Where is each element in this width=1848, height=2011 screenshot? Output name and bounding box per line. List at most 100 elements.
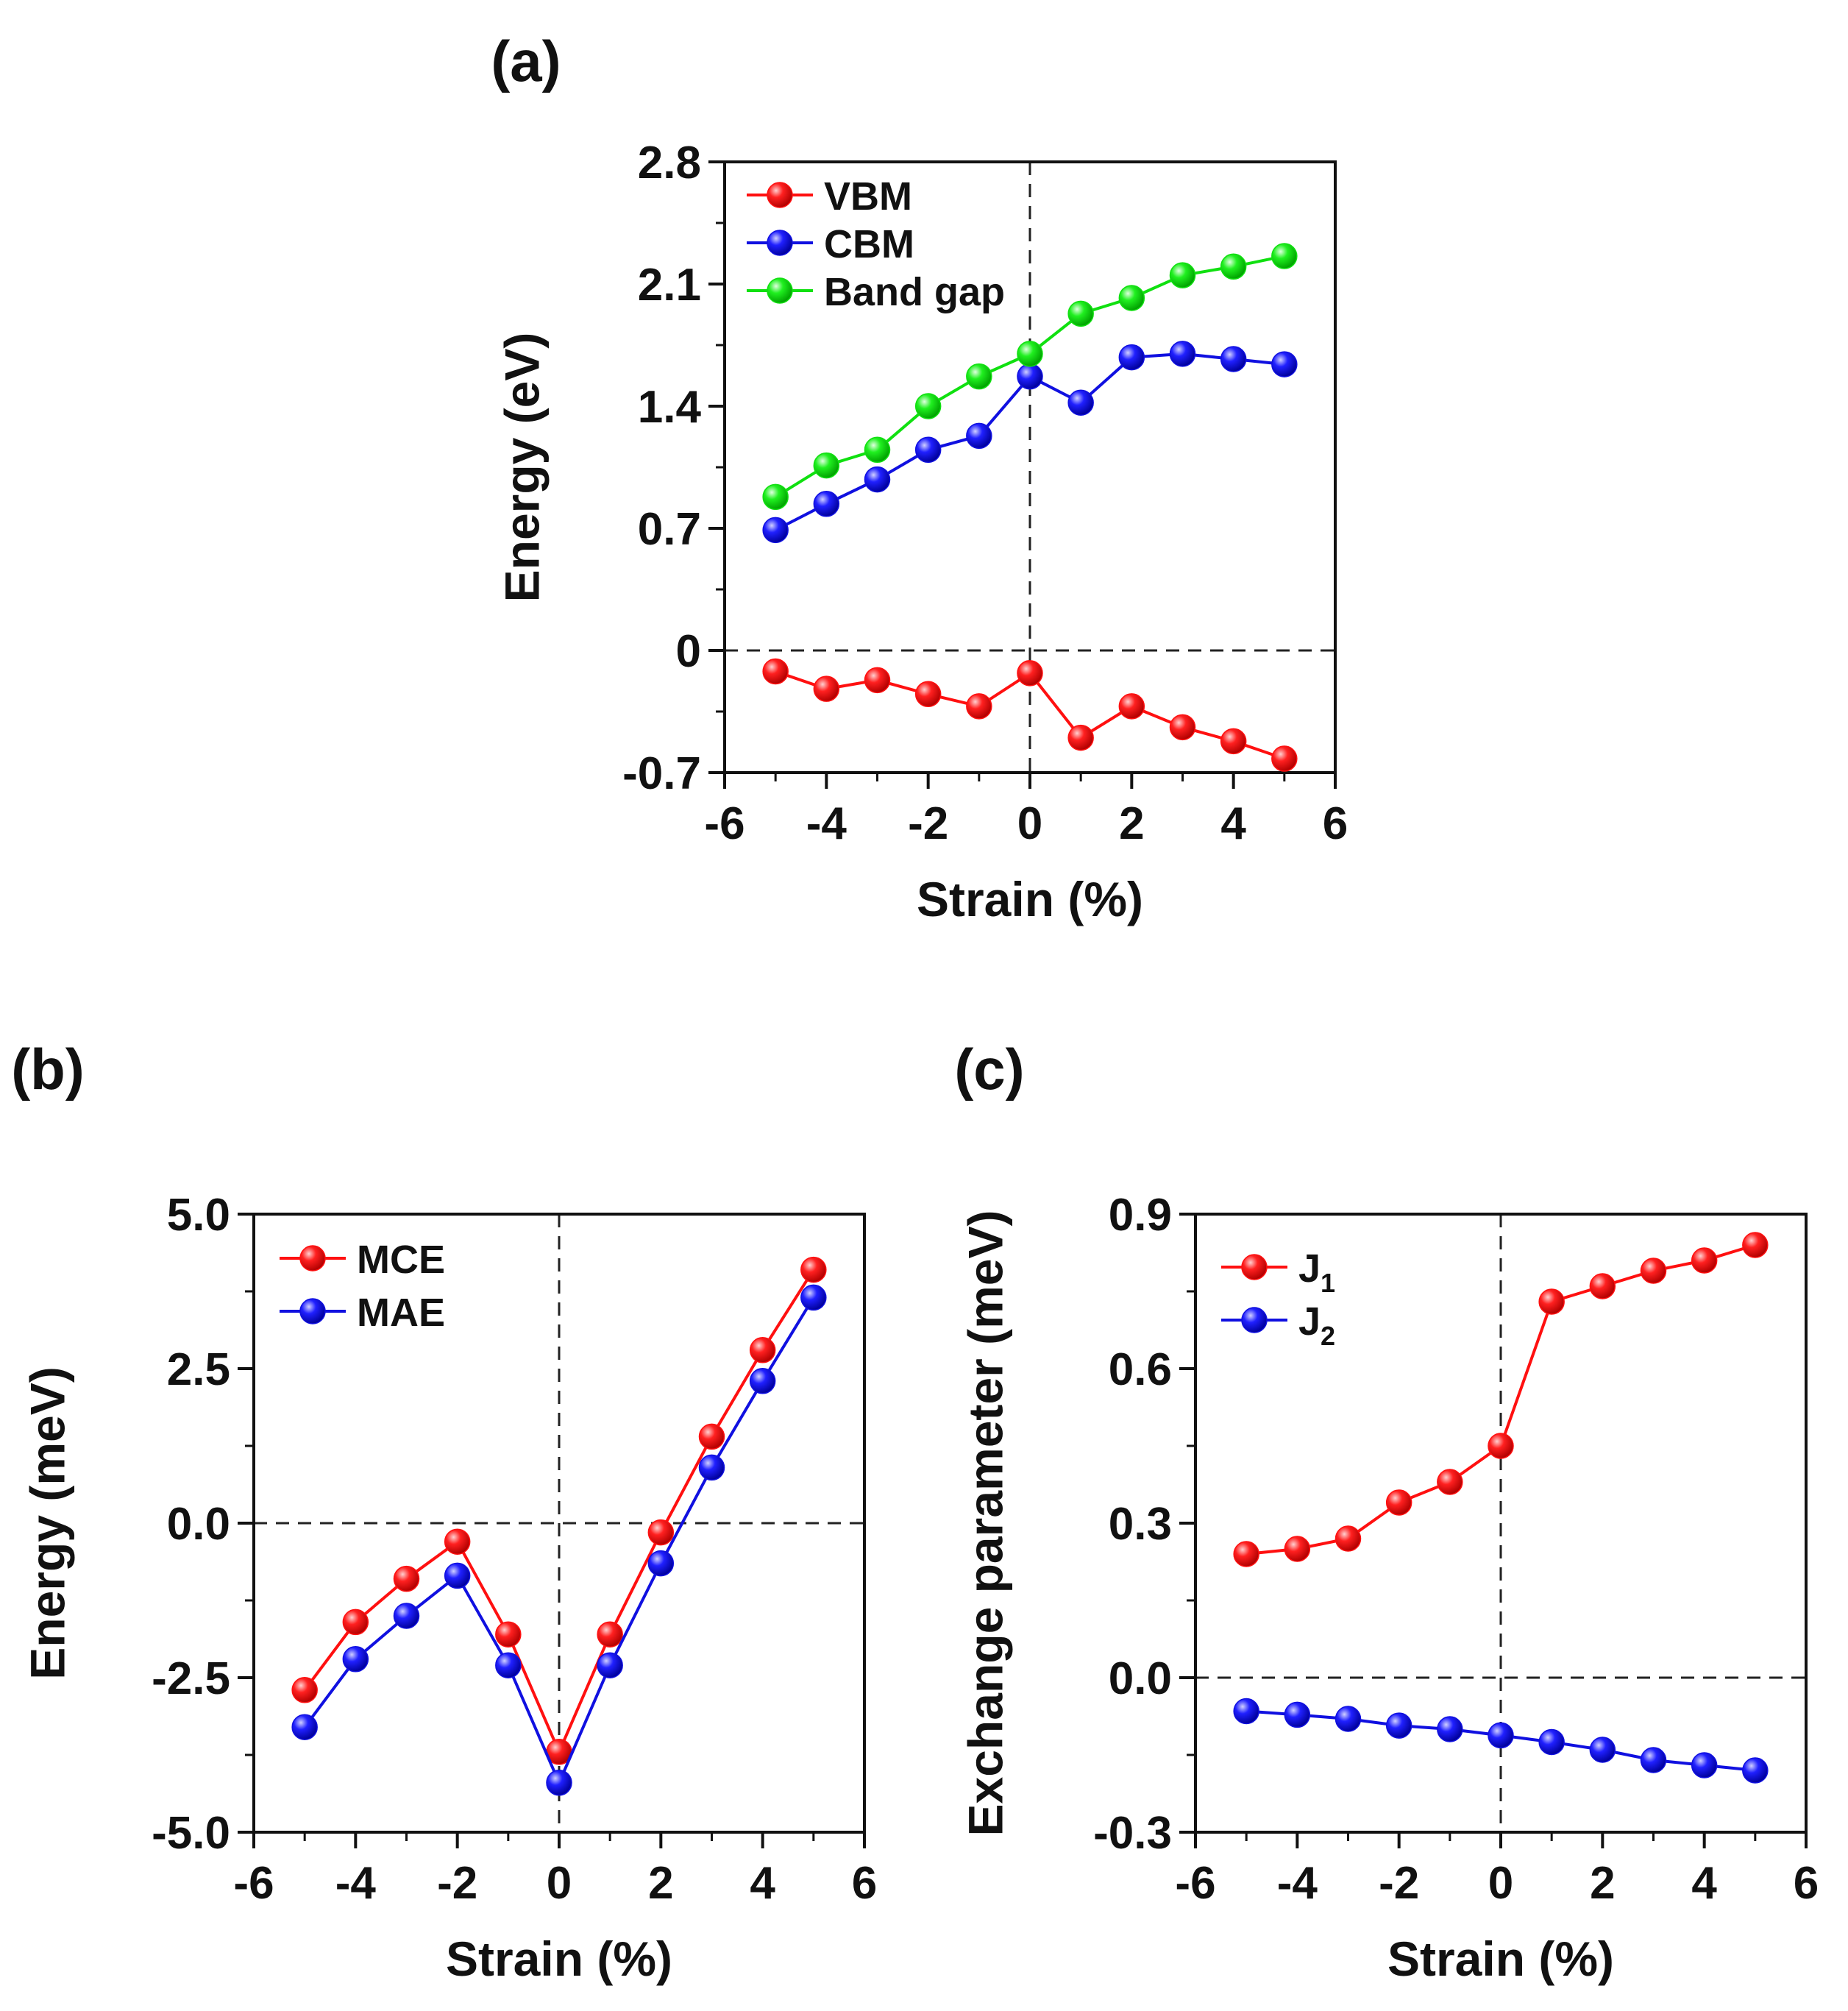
data-point	[1233, 1541, 1259, 1567]
legend-entry: J1	[1221, 1246, 1335, 1298]
data-point	[444, 1528, 471, 1555]
data-point	[647, 1519, 675, 1546]
x-tick-label: -6	[233, 1858, 274, 1909]
legend-label-text: CBM	[824, 222, 914, 266]
data-point	[813, 675, 840, 702]
data-point	[1067, 300, 1094, 327]
legend-label: VBM	[824, 174, 912, 219]
data-point	[966, 422, 992, 450]
x-tick-label: 0	[1017, 798, 1042, 849]
x-tick-label: 4	[1220, 798, 1246, 849]
data-point	[698, 1423, 725, 1450]
data-point	[1335, 1706, 1362, 1732]
data-point	[1691, 1247, 1718, 1274]
data-point	[800, 1256, 827, 1283]
legend-label-text: MCE	[357, 1238, 445, 1282]
x-tick-label: -2	[908, 798, 948, 849]
x-tick-label: 0	[547, 1858, 572, 1909]
data-point	[1067, 724, 1094, 751]
legend-marker	[767, 277, 793, 304]
y-axis-title: Exchange parameter (meV)	[958, 1210, 1012, 1836]
legend-entry: J2	[1221, 1299, 1335, 1351]
data-point	[1017, 660, 1043, 687]
chart-a: (a) -6 -4 -2 0 2 4 6 -0.7 0 0.7 1.4 2.1 2.8 Strain (%)…	[491, 29, 1348, 926]
legend-marker	[299, 1245, 326, 1271]
x-tick-label: 6	[852, 1858, 877, 1909]
data-point	[1284, 1536, 1311, 1562]
legend-entry: Band gap	[747, 270, 1005, 314]
legend-entry: CBM	[747, 222, 914, 266]
data-point	[1538, 1728, 1565, 1756]
data-point	[813, 452, 840, 479]
y-tick-label: 0.0	[1109, 1653, 1172, 1704]
data-point	[1118, 693, 1145, 720]
data-point	[291, 1677, 318, 1703]
series-vbm	[762, 658, 1298, 772]
y-tick-label: 2.8	[638, 138, 701, 188]
data-point	[864, 466, 891, 493]
x-tick-label: 2	[648, 1858, 673, 1909]
x-tick-label: 4	[1691, 1858, 1717, 1909]
x-tick-label: 6	[1794, 1858, 1819, 1909]
data-point	[1271, 351, 1298, 377]
legend-entry: MCE	[280, 1238, 445, 1282]
legend-entry: VBM	[747, 174, 912, 219]
legend-label-subscript: 1	[1321, 1268, 1335, 1298]
data-point	[1335, 1525, 1362, 1552]
legend-marker	[1241, 1307, 1268, 1333]
data-point	[1169, 262, 1196, 288]
data-point	[1271, 745, 1298, 772]
data-point	[1220, 253, 1247, 280]
data-point	[1220, 346, 1247, 372]
data-point	[342, 1646, 369, 1673]
data-point	[762, 483, 789, 511]
panel-label: (a)	[491, 29, 561, 93]
data-point	[1640, 1258, 1667, 1284]
data-point	[864, 667, 891, 694]
data-point	[864, 436, 891, 464]
legend-label: J1	[1298, 1246, 1335, 1298]
x-tick-label: -4	[335, 1858, 377, 1909]
legend-label: J2	[1298, 1299, 1335, 1351]
legend-label-text: J	[1298, 1246, 1321, 1291]
panel-label: (c)	[954, 1037, 1024, 1102]
series-j1	[1233, 1232, 1769, 1567]
chart-c: (c) -6 -4 -2 0 2 4 6 -0.3 0.0 0.3 0.6 0.9 Strain (%) E…	[954, 1037, 1819, 1986]
legend-label: Band gap	[824, 270, 1005, 314]
data-point	[495, 1621, 522, 1648]
data-point	[597, 1652, 623, 1678]
x-tick-label: -2	[1379, 1858, 1419, 1909]
x-tick-label: 4	[750, 1858, 775, 1909]
data-point	[966, 693, 992, 720]
y-tick-label: 2.5	[167, 1344, 230, 1395]
data-point	[647, 1550, 675, 1577]
x-axis-title: Strain (%)	[446, 1932, 672, 1986]
data-point	[1488, 1433, 1514, 1459]
data-point	[393, 1603, 420, 1629]
data-point	[1017, 341, 1043, 367]
legend-label-text: Band gap	[824, 270, 1005, 314]
legend-label: MCE	[357, 1238, 445, 1282]
legend-marker	[767, 230, 793, 256]
data-point	[444, 1562, 471, 1589]
data-point	[914, 681, 942, 708]
data-point	[1385, 1489, 1412, 1516]
legend-marker	[299, 1298, 326, 1324]
legend-label: CBM	[824, 222, 914, 266]
y-tick-label: 0.0	[167, 1499, 230, 1550]
x-tick-label: 2	[1119, 798, 1144, 849]
data-point	[749, 1368, 776, 1394]
legend-marker	[1241, 1254, 1268, 1280]
y-tick-label: 0.6	[1109, 1344, 1172, 1395]
data-point	[291, 1714, 318, 1740]
series-mae	[291, 1284, 827, 1796]
legend-label-text: MAE	[357, 1291, 445, 1335]
series-cbm	[762, 341, 1298, 544]
x-tick-label: 6	[1323, 798, 1348, 849]
series-j2	[1233, 1698, 1769, 1784]
data-point	[1691, 1752, 1718, 1778]
x-tick-label: -2	[437, 1858, 477, 1909]
legend-entry: MAE	[280, 1291, 445, 1335]
data-point	[1067, 389, 1094, 416]
y-tick-label: 0.7	[638, 504, 701, 555]
